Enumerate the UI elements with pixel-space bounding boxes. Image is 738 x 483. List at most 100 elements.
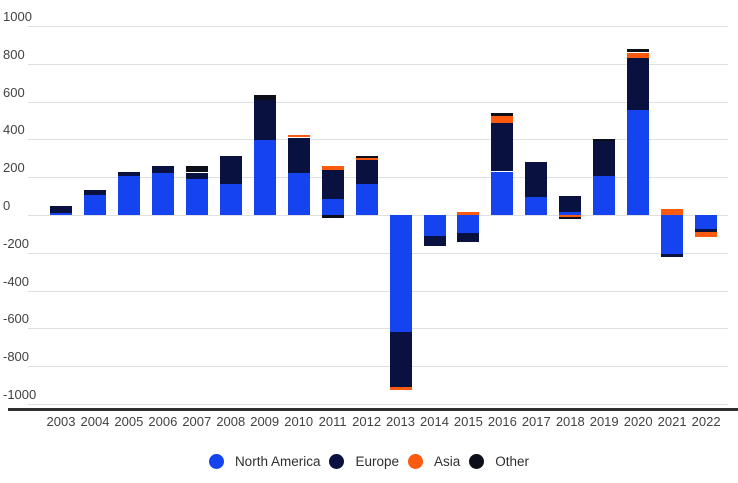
bar-2017-europe[interactable] bbox=[525, 162, 548, 198]
bar-2016-asia[interactable] bbox=[491, 115, 514, 124]
bar-2007-europe[interactable] bbox=[185, 172, 208, 180]
bar-2016-north-america[interactable] bbox=[491, 171, 514, 215]
bar-2022-north-america[interactable] bbox=[695, 215, 718, 230]
bar-2021-north-america[interactable] bbox=[661, 215, 684, 254]
bar-2013-asia[interactable] bbox=[389, 387, 412, 390]
bar-2016-europe[interactable] bbox=[491, 123, 514, 172]
bar-2013-north-america[interactable] bbox=[389, 215, 412, 333]
bar-2006-europe[interactable] bbox=[151, 165, 174, 174]
bar-2018-north-america[interactable] bbox=[559, 212, 582, 215]
x-axis-label-2006: 2006 bbox=[148, 414, 178, 429]
bar-2003-north-america[interactable] bbox=[50, 213, 72, 215]
x-axis-label-2004: 2004 bbox=[80, 414, 110, 429]
legend-item-asia[interactable]: Asia bbox=[408, 453, 461, 469]
gridline-0 bbox=[28, 215, 728, 216]
x-axis-label-2010: 2010 bbox=[284, 414, 314, 429]
gridline-400 bbox=[28, 139, 728, 141]
bar-2012-asia[interactable] bbox=[355, 158, 378, 161]
x-axis-label-2014: 2014 bbox=[420, 414, 449, 429]
bar-2003-europe[interactable] bbox=[50, 205, 72, 214]
bar-2008-europe[interactable] bbox=[219, 155, 242, 184]
x-axis-label-2016: 2016 bbox=[487, 414, 517, 429]
bar-2012-other[interactable] bbox=[355, 156, 378, 159]
bar-2009-north-america[interactable] bbox=[253, 140, 276, 215]
bar-2015-europe[interactable] bbox=[457, 233, 480, 242]
y-axis-label: 400 bbox=[3, 122, 25, 138]
bar-2004-europe[interactable] bbox=[84, 190, 106, 196]
bar-2012-north-america[interactable] bbox=[355, 183, 378, 215]
gridline--1000 bbox=[28, 404, 728, 405]
bar-2010-asia[interactable] bbox=[287, 134, 310, 138]
bar-2021-asia[interactable] bbox=[661, 209, 684, 215]
bar-2016-other[interactable] bbox=[491, 112, 514, 116]
bar-2008-north-america[interactable] bbox=[219, 183, 242, 215]
bar-2019-other[interactable] bbox=[593, 139, 616, 142]
bar-2018-asia[interactable] bbox=[559, 215, 582, 217]
x-axis-label-2011: 2011 bbox=[318, 414, 347, 429]
x-axis-label-2007: 2007 bbox=[182, 414, 212, 429]
bar-2011-europe[interactable] bbox=[321, 169, 344, 199]
bar-2018-other[interactable] bbox=[559, 216, 582, 219]
legend-swatch-north-america bbox=[208, 453, 224, 469]
bar-2022-asia[interactable] bbox=[695, 232, 718, 237]
x-axis-label-2022: 2022 bbox=[691, 414, 721, 429]
x-axis-label-2021: 2021 bbox=[657, 414, 687, 429]
bar-2009-europe[interactable] bbox=[253, 99, 276, 141]
x-axis-label-2012: 2012 bbox=[352, 414, 382, 429]
gridline--600 bbox=[28, 328, 728, 330]
y-axis-label: 200 bbox=[3, 160, 25, 176]
bar-2005-europe[interactable] bbox=[117, 171, 140, 177]
legend-item-other[interactable]: Other bbox=[469, 453, 529, 469]
legend-item-europe[interactable]: Europe bbox=[329, 453, 400, 469]
y-axis-label: 1000 bbox=[3, 9, 32, 24]
bar-2010-europe[interactable] bbox=[287, 137, 310, 174]
bar-2015-asia[interactable] bbox=[457, 212, 480, 215]
legend: North America Europe Asia Other bbox=[0, 450, 738, 472]
bar-2021-europe[interactable] bbox=[661, 253, 684, 258]
bar-2012-europe[interactable] bbox=[355, 160, 378, 184]
bar-2018-europe[interactable] bbox=[559, 196, 582, 213]
legend-swatch-europe bbox=[329, 453, 345, 469]
bar-2020-north-america[interactable] bbox=[627, 110, 650, 215]
bar-2020-europe[interactable] bbox=[627, 58, 650, 111]
bar-2011-other[interactable] bbox=[321, 215, 344, 218]
bar-2009-other[interactable] bbox=[253, 95, 276, 100]
bar-2006-north-america[interactable] bbox=[151, 173, 174, 215]
bar-2007-other[interactable] bbox=[185, 165, 208, 173]
gridline-600 bbox=[28, 101, 728, 103]
legend-label: North America bbox=[234, 453, 321, 469]
bar-2014-north-america[interactable] bbox=[423, 215, 446, 236]
y-axis-label: -800 bbox=[3, 349, 30, 365]
bar-2014-europe[interactable] bbox=[423, 235, 446, 247]
bar-2020-other[interactable] bbox=[627, 48, 650, 53]
bar-2005-north-america[interactable] bbox=[117, 176, 140, 215]
gridline-800 bbox=[28, 63, 728, 65]
gridline-1000 bbox=[28, 26, 728, 27]
gridline--800 bbox=[28, 366, 728, 368]
x-axis-label-2013: 2013 bbox=[386, 414, 415, 429]
legend-label: Europe bbox=[355, 453, 400, 469]
legend-label: Asia bbox=[434, 453, 461, 469]
bar-2007-north-america[interactable] bbox=[185, 179, 208, 215]
bar-2015-north-america[interactable] bbox=[457, 215, 480, 233]
plot-area: 1000 800 600 400 200 0 -200 -400 -600 -800 -1000 20… bbox=[3, 9, 738, 429]
bar-2022-europe[interactable] bbox=[695, 229, 718, 232]
bar-2019-europe[interactable] bbox=[593, 141, 616, 177]
legend-swatch-other bbox=[469, 453, 485, 469]
bar-2019-north-america[interactable] bbox=[593, 176, 616, 215]
y-axis-label: -1000 bbox=[3, 387, 37, 402]
bar-2013-europe[interactable] bbox=[389, 332, 412, 387]
bar-2011-asia[interactable] bbox=[321, 165, 344, 170]
bar-2004-north-america[interactable] bbox=[84, 195, 106, 215]
y-axis-label: -400 bbox=[3, 273, 30, 289]
bar-2010-north-america[interactable] bbox=[287, 173, 310, 215]
x-axis-label-2018: 2018 bbox=[555, 414, 585, 429]
y-axis-label: -200 bbox=[3, 235, 30, 251]
bar-2017-north-america[interactable] bbox=[525, 197, 548, 215]
bar-2020-asia[interactable] bbox=[627, 52, 650, 59]
legend-item-north-america[interactable]: North America bbox=[208, 453, 321, 469]
x-axis-label-2019: 2019 bbox=[589, 414, 619, 429]
x-axis-line bbox=[8, 407, 738, 411]
bar-2011-north-america[interactable] bbox=[321, 198, 344, 215]
